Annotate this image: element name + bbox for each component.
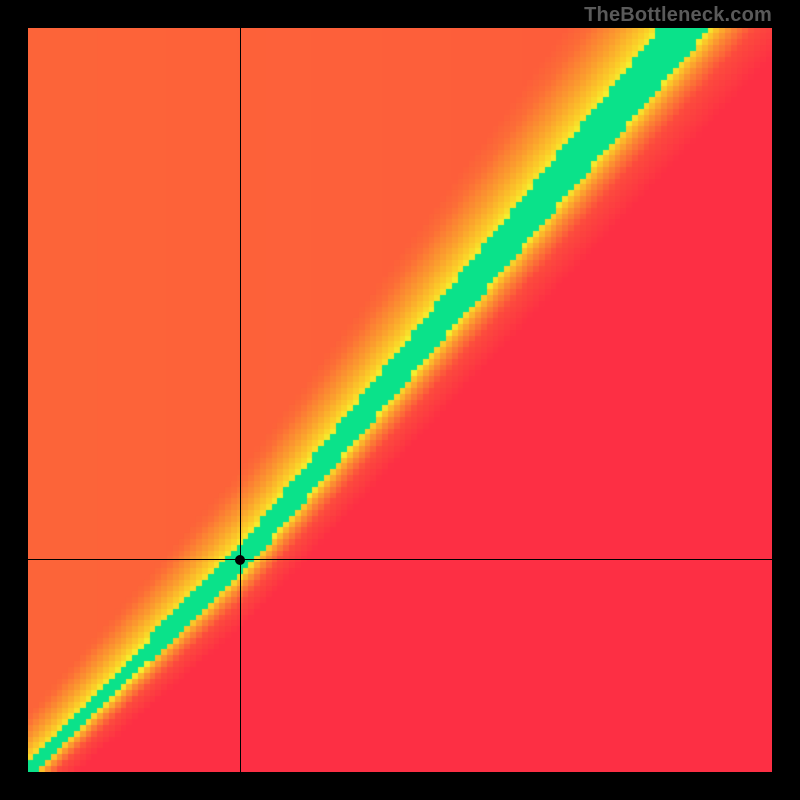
bottleneck-heatmap	[28, 28, 772, 772]
crosshair-marker	[235, 555, 245, 565]
watermark-text: TheBottleneck.com	[584, 4, 772, 27]
crosshair-vertical-line	[240, 28, 241, 772]
crosshair-horizontal-line	[28, 559, 772, 560]
